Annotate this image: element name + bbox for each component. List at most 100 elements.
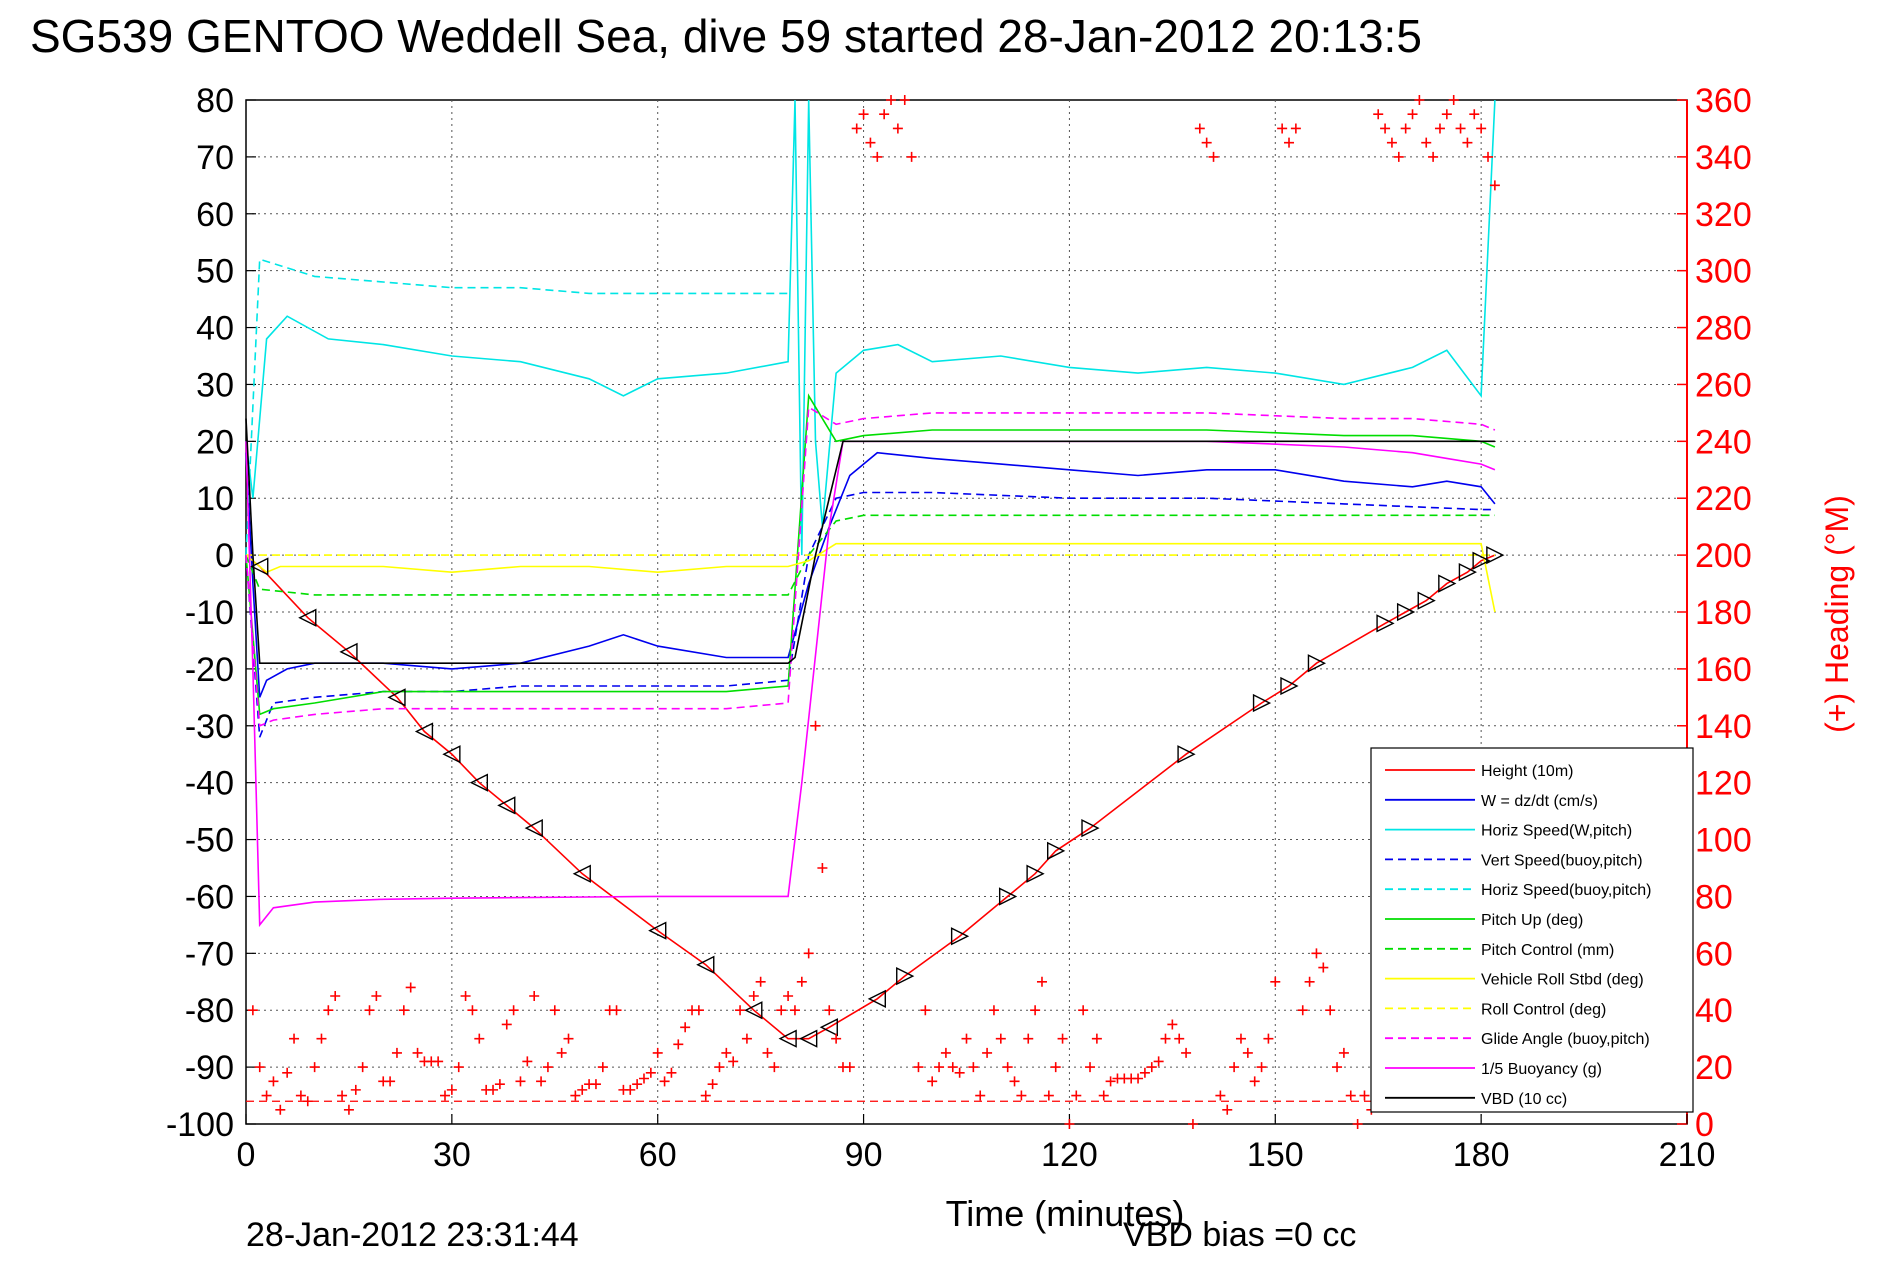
height-marker	[1376, 614, 1395, 633]
heading-point	[913, 1062, 924, 1073]
height-marker	[1417, 591, 1436, 610]
heading-point	[1407, 109, 1418, 120]
heading-point	[1043, 1090, 1054, 1101]
height-marker	[1438, 574, 1457, 593]
heading-point	[515, 1076, 526, 1087]
heading-point	[1489, 180, 1500, 191]
height-marker	[896, 966, 915, 986]
heading-point	[254, 1062, 265, 1073]
y-right-tick-label: 20	[1695, 1049, 1733, 1087]
y-right-tick-label: 260	[1695, 366, 1752, 404]
heading-point	[988, 1005, 999, 1016]
heading-point	[1428, 151, 1439, 162]
heading-point	[693, 1005, 704, 1016]
heading-point	[968, 1062, 979, 1073]
y-tick-label: -100	[166, 1106, 234, 1144]
heading-point	[645, 1067, 656, 1078]
heading-point	[1441, 109, 1452, 120]
heading-point	[508, 1005, 519, 1016]
heading-point	[597, 1062, 608, 1073]
height-marker	[1486, 545, 1505, 565]
heading-point	[1215, 1090, 1226, 1101]
heading-point	[789, 1005, 800, 1016]
y-right-tick-label: 40	[1695, 992, 1733, 1030]
x-tick-label: 30	[433, 1136, 471, 1174]
heading-point	[590, 1079, 601, 1090]
y-tick-label: 40	[196, 310, 234, 348]
height-marker	[1472, 551, 1491, 570]
heading-point	[1483, 151, 1493, 162]
heading-point	[886, 95, 897, 105]
heading-point	[1386, 137, 1397, 148]
heading-point	[728, 1056, 739, 1067]
vbd-bias-label: VBD bias =0 cc	[1123, 1216, 1356, 1254]
heading-point	[1462, 137, 1473, 148]
heading-point	[803, 948, 814, 959]
y-right-tick-label: 360	[1695, 82, 1752, 120]
legend-label: 1/5 Buoyancy (g)	[1481, 1061, 1602, 1078]
heading-point	[714, 1062, 725, 1073]
y-axis-left: 80 70 60 50 40 30 20 10 0 -10 -20 -30 -40 -50 -60 -70 -8…	[166, 82, 256, 1144]
heading-point	[1455, 123, 1466, 134]
heading-point	[995, 1033, 1006, 1044]
height-marker	[469, 773, 489, 792]
heading-point	[1256, 1062, 1267, 1073]
heading-point	[920, 1005, 931, 1016]
heading-point	[577, 1084, 588, 1095]
y-tick-label: 50	[196, 253, 234, 291]
height-marker	[1026, 864, 1045, 883]
heading-point	[1085, 1062, 1096, 1073]
heading-point	[666, 1067, 677, 1078]
heading-point	[556, 1047, 567, 1058]
y-tick-label: 70	[196, 139, 234, 177]
y-tick-label: -60	[185, 878, 234, 916]
heading-point	[1249, 1076, 1260, 1087]
heading-point	[707, 1079, 718, 1090]
y-right-tick-label: 240	[1695, 423, 1752, 461]
heading-point	[1050, 1062, 1061, 1073]
height-marker	[1396, 602, 1416, 622]
heading-point	[488, 1084, 499, 1095]
heading-point	[439, 1090, 450, 1101]
heading-point	[810, 720, 821, 731]
heading-point	[1160, 1033, 1171, 1044]
heading-point	[474, 1033, 485, 1044]
heading-point	[391, 1047, 402, 1058]
heading-point	[632, 1079, 643, 1090]
heading-point	[741, 1033, 752, 1044]
height-marker	[339, 642, 358, 661]
heading-point	[1030, 1005, 1041, 1016]
legend-label: Vert Speed(buoy,pitch)	[1481, 852, 1643, 869]
heading-point	[858, 109, 869, 120]
series-line-2	[245, 99, 1496, 556]
heading-point	[1270, 976, 1281, 987]
heading-point	[652, 1047, 663, 1058]
series-line-6	[245, 514, 1495, 596]
heading-point	[1373, 109, 1384, 120]
heading-point	[330, 991, 341, 1001]
height-marker	[1458, 563, 1477, 582]
heading-point	[364, 1005, 375, 1016]
heading-point	[1338, 1047, 1349, 1058]
heading-point	[1009, 1076, 1020, 1087]
height-marker	[572, 864, 591, 883]
legend-label: VBD (10 cc)	[1481, 1091, 1567, 1108]
heading-point	[1290, 123, 1301, 134]
height-marker	[819, 1018, 838, 1037]
x-tick-label: 180	[1453, 1136, 1510, 1174]
heading-point	[934, 1062, 945, 1073]
height-marker	[387, 688, 406, 707]
heading-point	[947, 1062, 958, 1073]
heading-point	[865, 137, 876, 148]
heading-point	[700, 1090, 711, 1101]
heading-point	[1201, 137, 1212, 148]
heading-point	[1469, 109, 1480, 120]
height-marker	[1047, 841, 1066, 861]
legend-label: W = dz/dt (cm/s)	[1481, 793, 1598, 810]
height-marker	[1081, 819, 1100, 838]
heading-point	[1023, 1033, 1034, 1044]
heading-point	[961, 1033, 972, 1044]
height-marker	[524, 819, 543, 838]
legend-label: Horiz Speed(W,pitch)	[1481, 823, 1632, 840]
